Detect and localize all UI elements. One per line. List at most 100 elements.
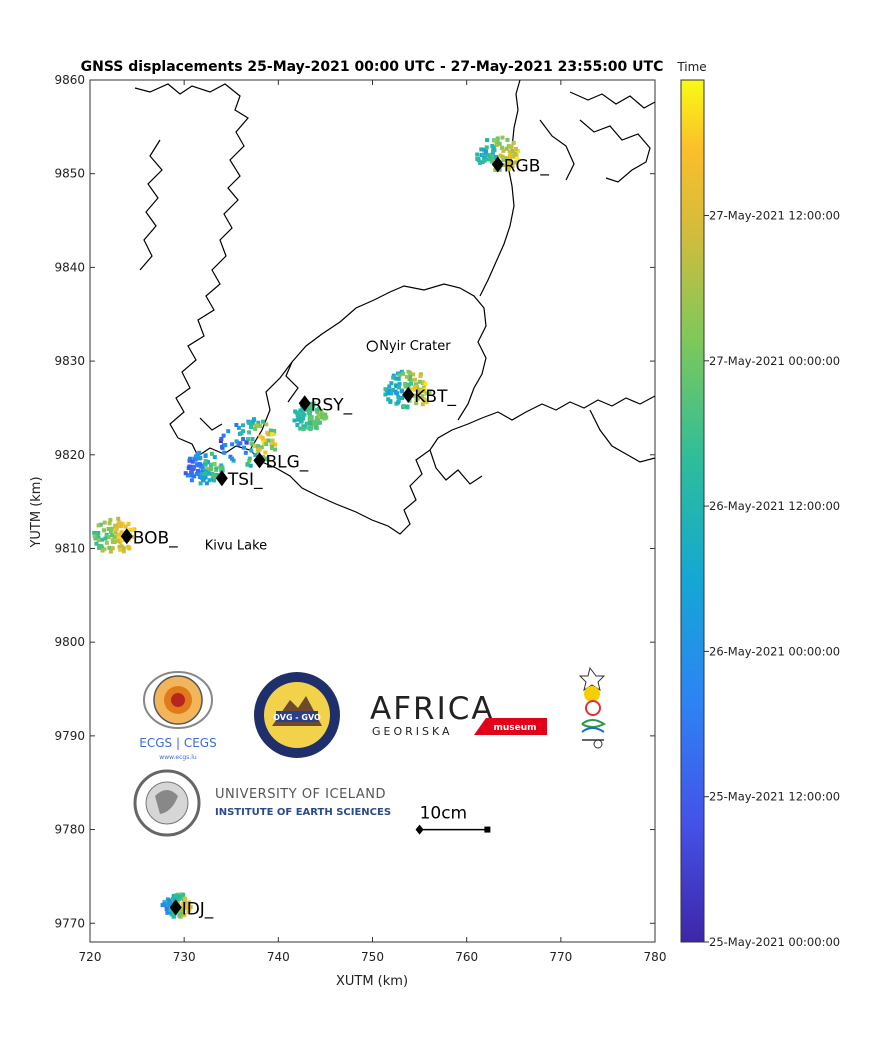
displacement-point [117, 545, 122, 550]
ecgs-logo: ECGS | CEGS www.ecgs.lu [139, 671, 217, 761]
displacement-point [258, 424, 262, 429]
displacement-point [412, 393, 417, 398]
displacement-point [403, 384, 408, 389]
displacement-point [119, 524, 124, 529]
displacement-point [498, 153, 503, 158]
displacement-point [243, 450, 248, 455]
displacement-point [299, 412, 304, 417]
displacement-point [110, 546, 115, 551]
displacement-point [185, 473, 190, 478]
displacement-point [388, 399, 393, 404]
displacement-point [97, 545, 102, 550]
displacement-point [254, 423, 258, 428]
displacement-point [405, 405, 410, 410]
displacement-point [400, 389, 405, 394]
displacement-point [106, 527, 111, 531]
displacement-point [253, 426, 258, 431]
displacement-point [93, 536, 98, 541]
x-axis: 720 730 740 750 760 770 780 [79, 80, 666, 964]
displacement-point [200, 472, 205, 477]
displacement-point [387, 388, 392, 393]
displacement-point [266, 438, 271, 443]
displacement-point [516, 148, 521, 153]
displacement-point [106, 535, 111, 539]
displacement-point [174, 893, 179, 898]
y-tick-label: 9830 [54, 354, 85, 368]
displacement-point [396, 376, 401, 381]
displacement-point [320, 411, 324, 416]
displacement-point [130, 528, 135, 533]
displacement-point [234, 439, 239, 444]
displacement-point [127, 546, 132, 551]
displacement-point [109, 533, 114, 538]
africa-logo-text: AFRICA [370, 691, 495, 727]
displacement-point [269, 444, 274, 449]
displacement-point [256, 444, 260, 449]
crater-marker [366, 340, 378, 352]
displacement-point [314, 415, 319, 420]
displacement-point [195, 462, 199, 467]
displacement-point [209, 451, 214, 456]
displacement-point [304, 421, 309, 426]
displacement-point [190, 459, 195, 464]
displacement-point [296, 417, 301, 421]
displacement-point [417, 390, 422, 395]
displacement-point [167, 898, 172, 903]
displacement-point [295, 423, 300, 427]
displacement-point [420, 402, 425, 407]
displacement-point [256, 420, 261, 425]
displacement-point [113, 530, 118, 535]
colorbar-tick-label: 26-May-2021 00:00:00 [709, 644, 840, 658]
colorbar-tick-label: 27-May-2021 00:00:00 [709, 354, 840, 368]
displacement-point [92, 530, 97, 535]
displacement-point [187, 464, 192, 469]
displacement-point [203, 459, 208, 464]
colorbar-ticks: 25-May-2021 00:00:00 25-May-2021 12:00:00… [704, 209, 840, 949]
displacement-point [298, 426, 303, 431]
station-marker [253, 452, 266, 469]
displacement-point [96, 535, 101, 540]
displacement-point [126, 521, 131, 526]
displacement-point [192, 464, 197, 469]
colorbar-tick-label: 26-May-2021 12:00:00 [709, 499, 840, 513]
station-label: IDJ_ [182, 899, 214, 919]
scale-bar-start-marker [415, 824, 424, 835]
displacement-point [403, 382, 408, 386]
displacement-point [475, 152, 480, 157]
displacement-point [219, 437, 224, 441]
displacement-point [188, 905, 193, 909]
colorbar [680, 79, 705, 943]
displacement-point [205, 471, 210, 476]
displacement-point [420, 380, 425, 385]
x-tick-label: 770 [549, 950, 572, 964]
y-tick-label: 9860 [54, 73, 85, 87]
displacement-point [242, 445, 246, 450]
displacement-point [186, 902, 191, 907]
displacement-point [203, 462, 208, 467]
displacement-point [485, 152, 490, 157]
ovg-gvo-logo: OVG - GVO [254, 672, 340, 758]
displacement-point [247, 456, 252, 461]
displacement-point [508, 163, 513, 168]
displacement-point [187, 458, 192, 463]
displacement-point [198, 481, 203, 486]
displacement-point [214, 466, 219, 471]
displacement-point [245, 462, 250, 467]
station-marker [298, 395, 311, 412]
displacement-point [514, 160, 518, 165]
displacement-point [414, 382, 419, 387]
displacement-point [183, 471, 188, 476]
displacement-point [241, 429, 245, 434]
displacement-point [264, 442, 269, 447]
displacement-point [187, 900, 192, 905]
station-label: BLG_ [266, 452, 309, 472]
displacement-point [164, 906, 169, 911]
displacement-point [390, 388, 395, 392]
displacement-point [481, 152, 486, 157]
iceland-logo-line1: UNIVERSITY OF ICELAND [215, 787, 386, 802]
displacement-point [196, 469, 200, 473]
displacement-point [162, 901, 167, 906]
displacement-point [488, 157, 493, 162]
displacement-point [99, 537, 104, 542]
displacement-point [386, 391, 391, 396]
